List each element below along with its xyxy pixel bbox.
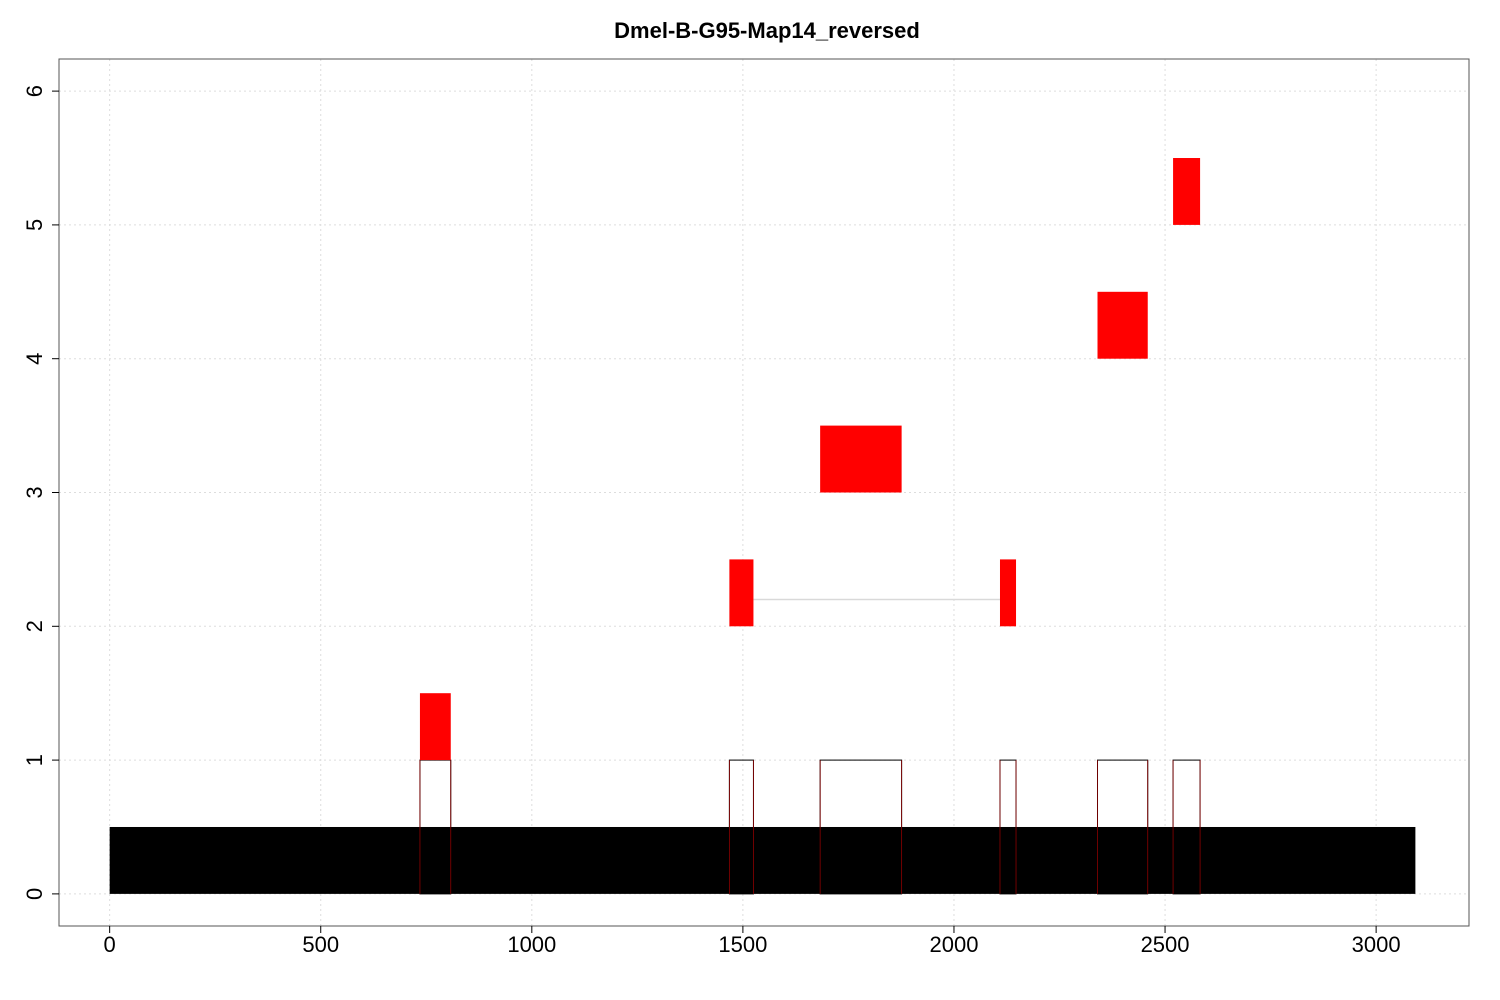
sequence-bar-layer [109,826,1416,894]
x-tick-label: 1000 [507,932,556,957]
feature-exon [419,693,451,761]
grid [59,59,1469,926]
y-tick-label: 6 [22,85,47,97]
y-tick-label: 5 [22,219,47,231]
feature-exon [729,559,754,627]
axes: 0 500 1000 1500 2000 2500 3000 0 1 2 3 4 5 6 [22,58,1470,957]
x-tick-label: 0 [104,932,116,957]
y-tick-label: 3 [22,486,47,498]
chart-title: Dmel-B-G95-Map14_reversed [614,18,920,43]
x-tick-label: 2000 [929,932,978,957]
x-tick-label: 1500 [718,932,767,957]
feature-layer [419,158,1201,761]
x-tick-label: 2500 [1141,932,1190,957]
x-tick-label: 500 [302,932,339,957]
y-tick-label: 1 [22,754,47,766]
sequence-bar [109,826,1416,894]
coverage-layer [419,759,1201,895]
y-tick-label: 2 [22,620,47,632]
y-tick-label: 0 [22,888,47,900]
feature-exon [999,559,1017,627]
feature-exon [1173,158,1201,225]
feature-exon [820,425,902,493]
feature-exon [1097,291,1148,359]
y-tick-label: 4 [22,353,47,365]
x-tick-label: 3000 [1352,932,1401,957]
